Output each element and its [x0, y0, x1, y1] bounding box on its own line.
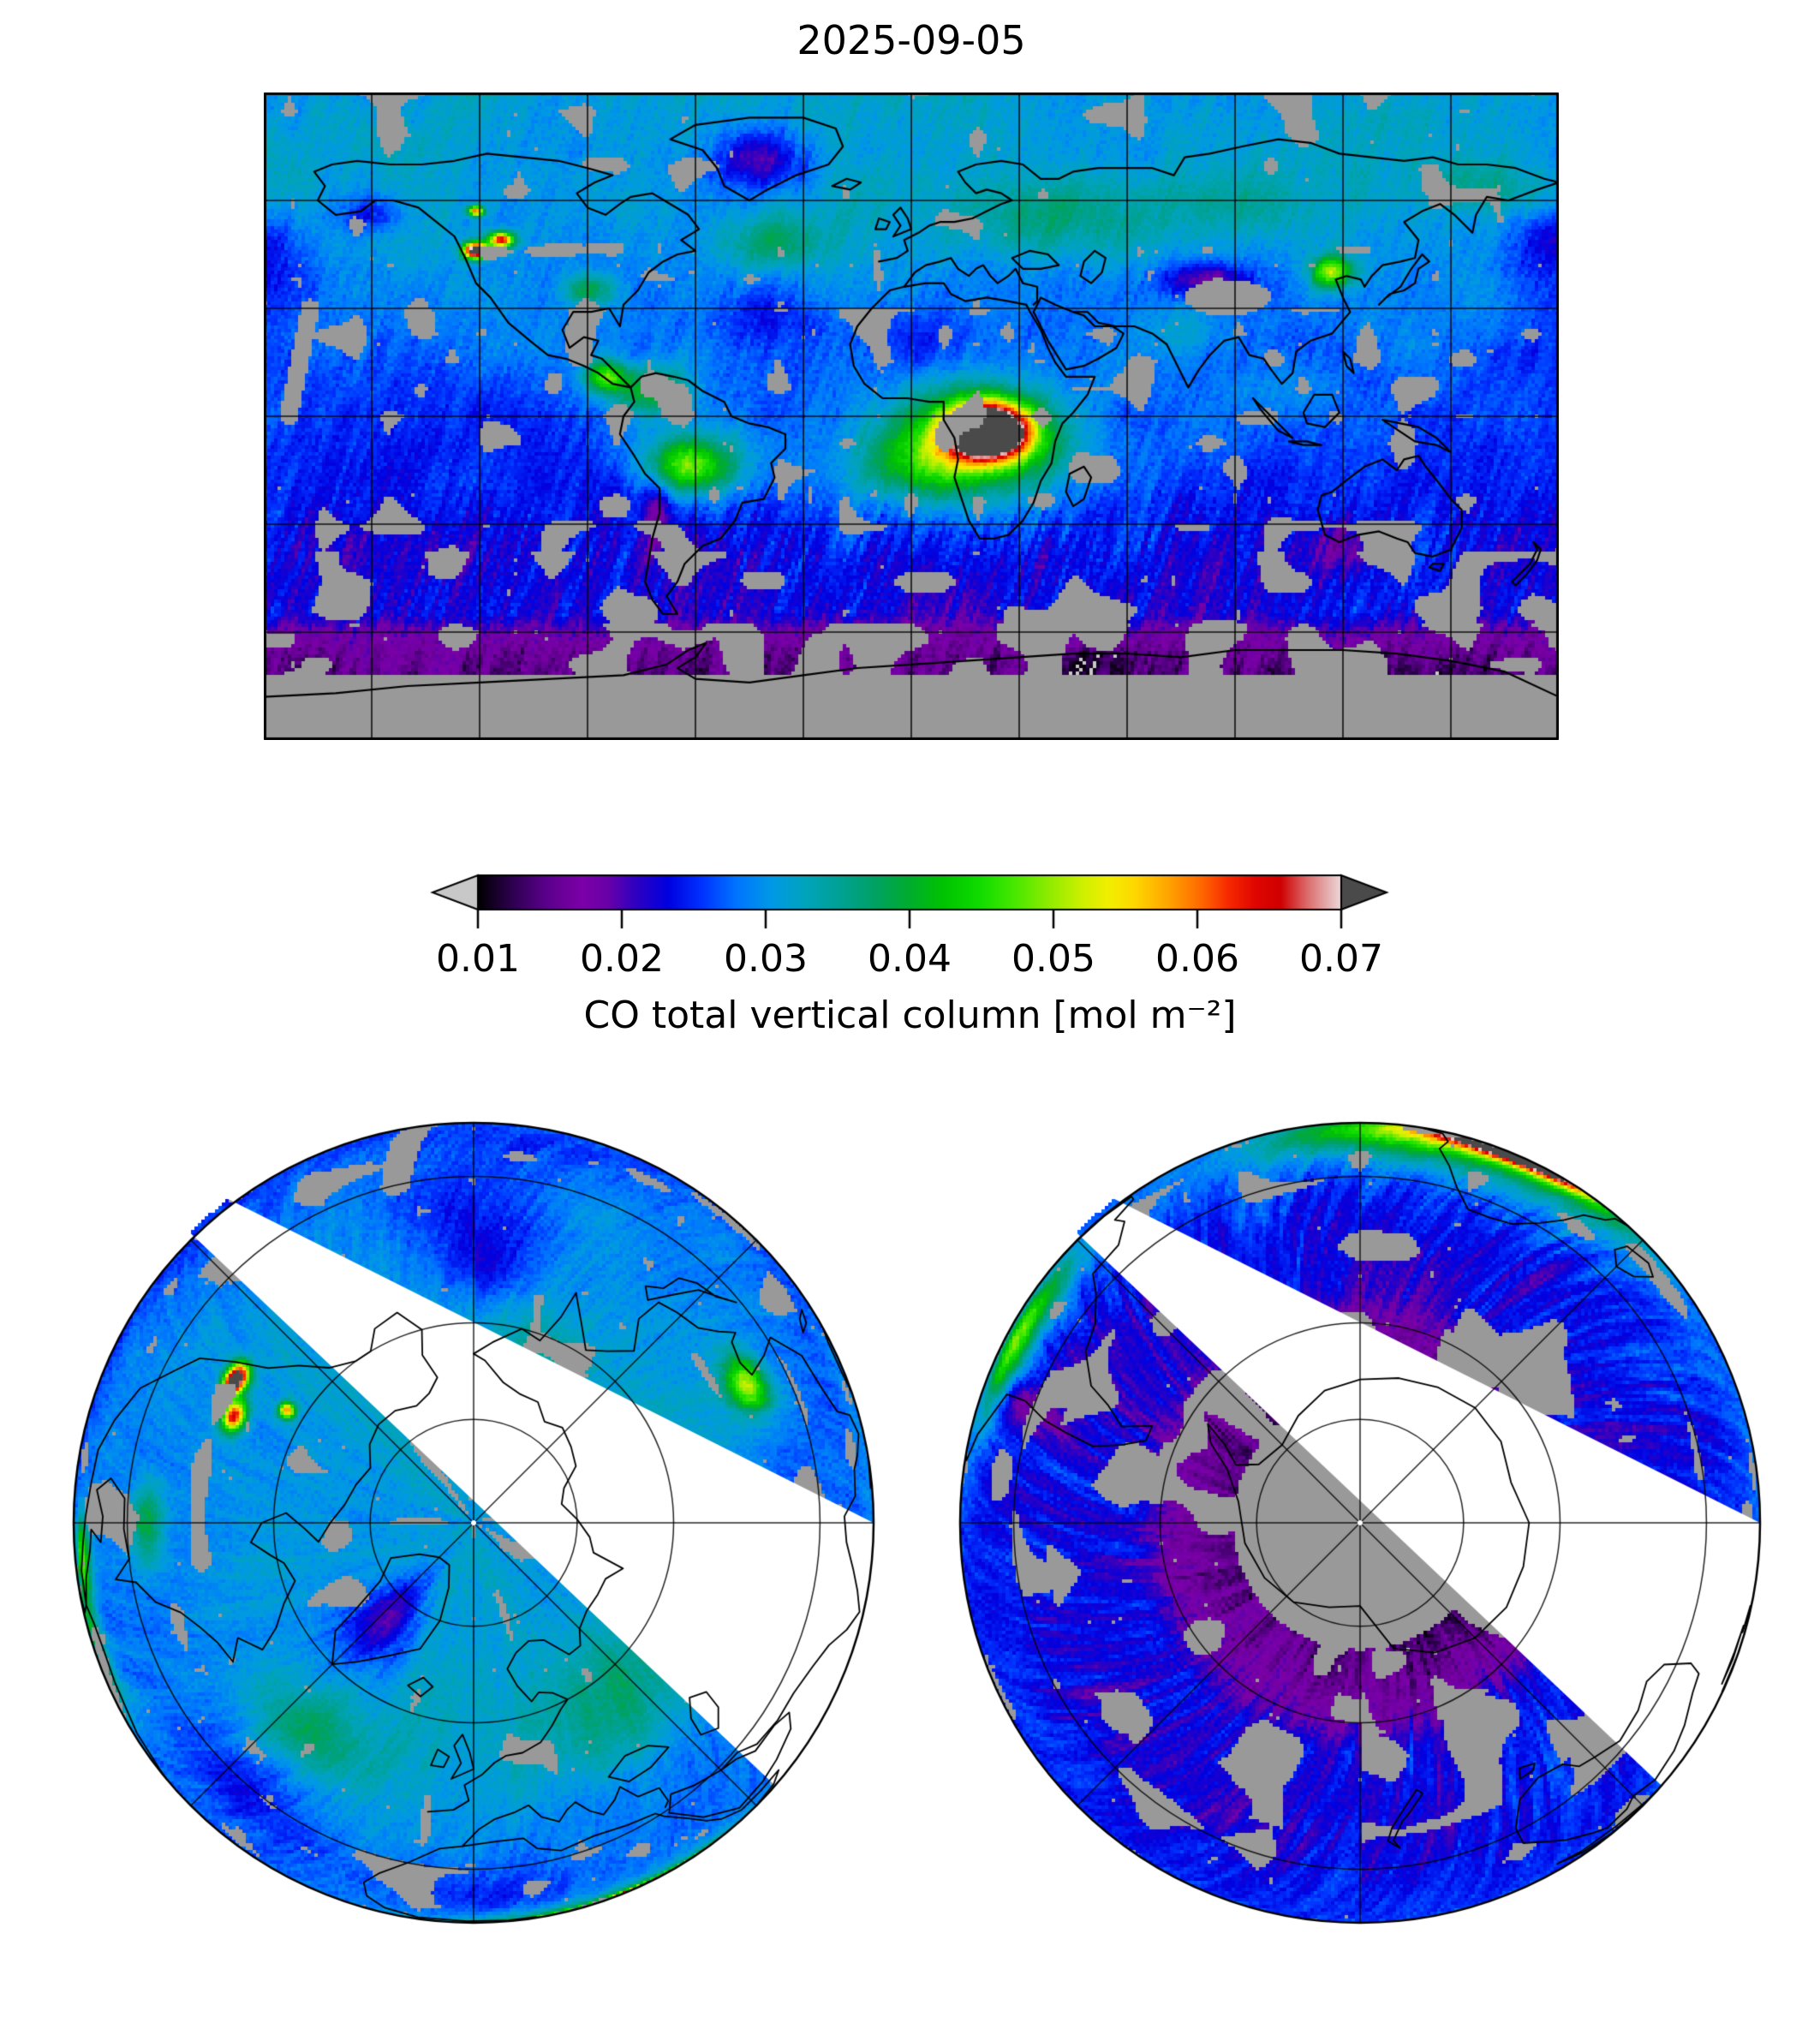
colorbar-tick-label: 0.03: [724, 937, 808, 981]
global-co-map: [264, 92, 1559, 740]
colorbar-tick-label: 0.04: [868, 937, 952, 981]
figure-title: 2025-09-05: [797, 17, 1026, 63]
colorbar-tick-label: 0.05: [1011, 937, 1095, 981]
colorbar: [424, 867, 1400, 934]
colorbar-tick-label: 0.01: [436, 937, 520, 981]
colorbar-label: CO total vertical column [mol m⁻²]: [583, 994, 1237, 1037]
colorbar-tick-label: 0.07: [1299, 937, 1383, 981]
colorbar-tick-label: 0.02: [580, 937, 664, 981]
north-polar-co-map: [71, 1120, 876, 1925]
south-polar-co-map: [958, 1120, 1763, 1925]
colorbar-tick-label: 0.06: [1155, 937, 1239, 981]
